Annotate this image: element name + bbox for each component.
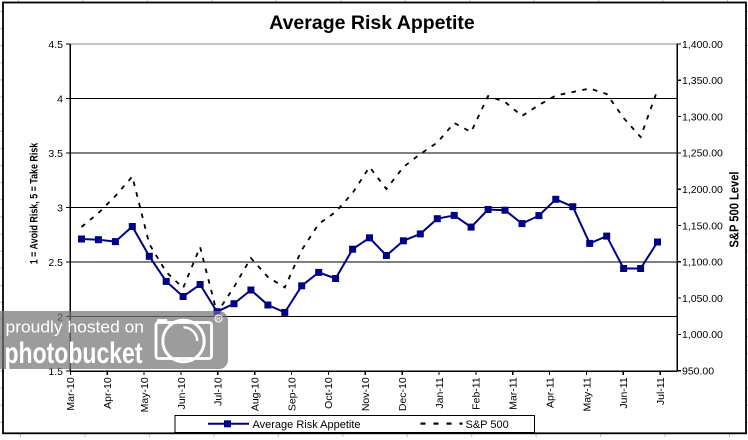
svg-text:Apr-10: Apr-10: [102, 377, 114, 409]
svg-text:Average Risk Appetite: Average Risk Appetite: [269, 12, 475, 34]
svg-text:Jun-10: Jun-10: [176, 377, 188, 409]
svg-text:4: 4: [57, 93, 63, 105]
svg-text:1,300.00: 1,300.00: [682, 111, 723, 123]
svg-text:1,100.00: 1,100.00: [682, 257, 723, 269]
svg-text:1,150.00: 1,150.00: [682, 220, 723, 232]
svg-text:Dec-10: Dec-10: [397, 377, 409, 411]
svg-text:1,250.00: 1,250.00: [682, 148, 723, 160]
svg-text:3: 3: [57, 202, 63, 214]
svg-text:1,400.00: 1,400.00: [682, 39, 723, 51]
svg-text:Sep-10: Sep-10: [286, 377, 298, 411]
svg-text:1 = Avoid Risk, 5 = Take Risk: 1 = Avoid Risk, 5 = Take Risk: [29, 142, 41, 264]
svg-text:Oct-10: Oct-10: [323, 377, 335, 409]
svg-text:proudly hosted on: proudly hosted on: [6, 319, 145, 337]
svg-text:3.5: 3.5: [48, 148, 63, 160]
svg-text:May-11: May-11: [581, 377, 593, 411]
svg-text:S&P 500 Level: S&P 500 Level: [728, 172, 742, 248]
svg-text:1,000.00: 1,000.00: [682, 329, 723, 341]
svg-text:1,050.00: 1,050.00: [682, 293, 723, 305]
svg-text:Jul-10: Jul-10: [213, 377, 225, 406]
svg-text:950.00: 950.00: [682, 366, 714, 378]
svg-text:S&P 500: S&P 500: [466, 419, 509, 431]
svg-text:Aug-10: Aug-10: [250, 377, 262, 411]
svg-text:Average Risk Appetite: Average Risk Appetite: [253, 419, 361, 431]
svg-text:Mar-11: Mar-11: [508, 377, 520, 410]
svg-text:1,350.00: 1,350.00: [682, 75, 723, 87]
svg-text:Feb-11: Feb-11: [471, 377, 483, 410]
svg-text:R: R: [216, 316, 221, 323]
svg-text:1,200.00: 1,200.00: [682, 184, 723, 196]
svg-text:4.5: 4.5: [48, 39, 63, 51]
svg-text:2.5: 2.5: [48, 257, 63, 269]
svg-text:photobucket: photobucket: [5, 337, 143, 370]
svg-text:Nov-10: Nov-10: [360, 377, 372, 411]
svg-text:May-10: May-10: [139, 377, 151, 412]
svg-text:Jan-11: Jan-11: [434, 377, 446, 408]
svg-text:Jul-11: Jul-11: [655, 377, 667, 405]
svg-text:Apr-11: Apr-11: [544, 377, 556, 408]
svg-text:Mar-10: Mar-10: [65, 377, 77, 410]
svg-text:Jun-11: Jun-11: [618, 377, 630, 408]
